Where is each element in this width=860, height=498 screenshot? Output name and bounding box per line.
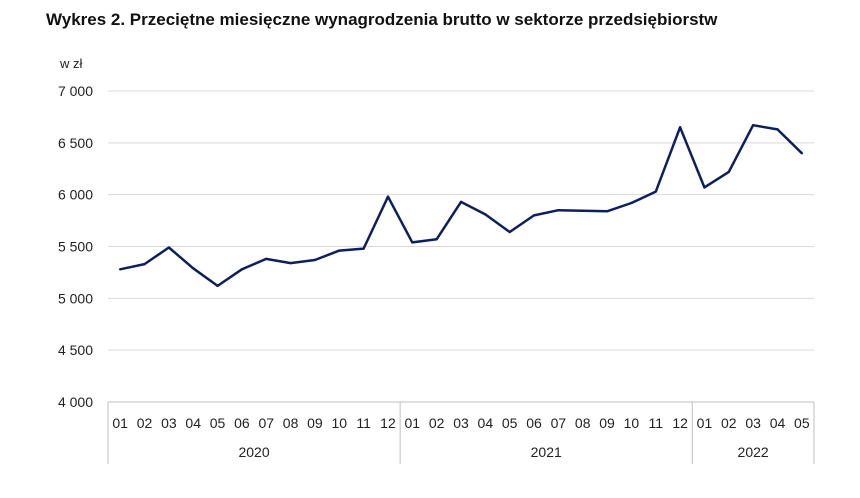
x-tick-label: 04 <box>478 415 494 431</box>
data-point <box>192 267 195 270</box>
x-tick-label: 11 <box>356 415 371 431</box>
x-tick-label: 05 <box>794 415 810 431</box>
chart-title: Wykres 2. Przeciętne miesięczne wynagrod… <box>46 10 718 29</box>
data-point <box>362 247 365 250</box>
x-tick-label: 03 <box>453 415 469 431</box>
x-tick-label: 05 <box>210 415 226 431</box>
data-point <box>678 126 682 129</box>
x-tick-label: 01 <box>405 415 421 431</box>
x-tick-label: 11 <box>648 415 663 431</box>
x-tick-label: 06 <box>234 415 250 431</box>
x-tick-label: 03 <box>745 415 761 431</box>
data-point <box>411 241 414 244</box>
x-tick-label: 04 <box>185 415 201 431</box>
data-point <box>557 209 560 212</box>
y-tick-label: 6 500 <box>58 135 93 151</box>
x-tick-label: 07 <box>551 415 567 431</box>
data-point <box>265 257 268 261</box>
year-label: 2022 <box>738 444 769 460</box>
x-tick-label: 08 <box>575 415 591 431</box>
data-point <box>605 210 609 213</box>
data-point <box>386 195 390 198</box>
y-axis-unit-label: w zł <box>59 56 83 71</box>
year-label: 2021 <box>531 444 562 460</box>
y-tick-label: 5 500 <box>58 239 93 255</box>
x-tick-label: 06 <box>526 415 542 431</box>
data-point <box>654 190 657 193</box>
data-point <box>338 249 341 252</box>
data-point <box>167 246 171 249</box>
x-tick-label: 09 <box>599 415 615 431</box>
data-point <box>216 284 219 288</box>
y-tick-label: 5 000 <box>58 290 93 306</box>
year-label: 2020 <box>238 444 269 460</box>
x-tick-label: 12 <box>380 415 396 431</box>
x-tick-label: 09 <box>307 415 323 431</box>
x-tick-label: 07 <box>258 415 274 431</box>
x-tick-label: 01 <box>112 415 128 431</box>
x-tick-label: 04 <box>770 415 786 431</box>
data-point <box>581 209 584 212</box>
data-point <box>703 186 706 189</box>
data-point <box>313 258 317 262</box>
y-tick-label: 7 000 <box>58 83 93 99</box>
data-point <box>776 128 779 131</box>
x-tick-label: 05 <box>502 415 518 431</box>
data-point <box>800 152 804 155</box>
y-tick-label: 6 000 <box>58 187 93 203</box>
data-point <box>532 214 536 217</box>
x-tick-label: 02 <box>429 415 445 431</box>
data-point <box>118 268 122 271</box>
x-tick-label: 08 <box>283 415 299 431</box>
x-tick-label: 03 <box>161 415 177 431</box>
x-tick-label: 02 <box>721 415 737 431</box>
data-point <box>630 201 633 205</box>
data-point <box>289 261 292 265</box>
data-point <box>240 268 244 271</box>
y-tick-label: 4 000 <box>58 394 93 410</box>
x-tick-label: 12 <box>672 415 688 431</box>
data-point <box>727 170 730 174</box>
x-tick-label: 10 <box>331 415 347 431</box>
y-tick-label: 4 500 <box>58 342 93 358</box>
data-point <box>751 124 755 127</box>
x-tick-label: 02 <box>137 415 153 431</box>
series-line <box>119 123 803 288</box>
data-point <box>143 262 146 266</box>
x-tick-label: 10 <box>624 415 640 431</box>
data-point <box>484 213 487 216</box>
x-tick-label: 01 <box>697 415 713 431</box>
data-point <box>435 238 438 241</box>
data-point <box>508 230 511 234</box>
data-point <box>459 200 463 204</box>
